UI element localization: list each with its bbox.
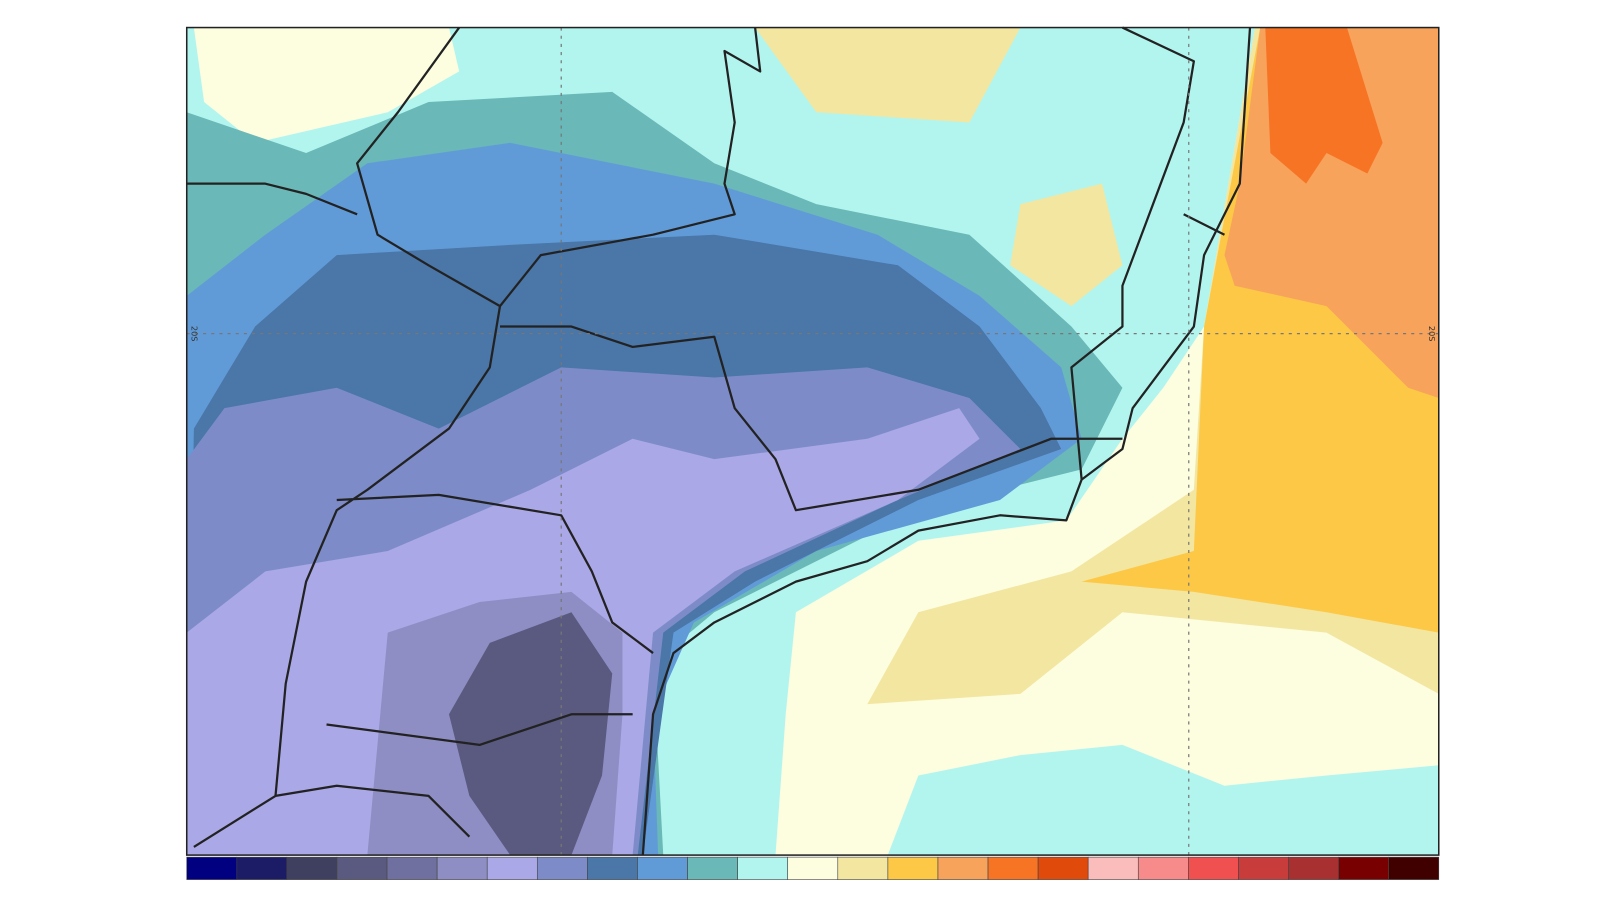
colorbar [186, 856, 1440, 880]
colorbar-swatch [1087, 856, 1139, 880]
state-borders [186, 26, 1225, 848]
colorbar-swatch [987, 856, 1039, 880]
colorbar-swatch [1288, 856, 1339, 880]
colorbar-swatch [887, 856, 939, 880]
colorbar-swatch [687, 856, 738, 880]
colorbar-swatch [1037, 856, 1089, 880]
colorbar-swatch [1238, 856, 1289, 880]
colorbar-swatch [536, 856, 588, 880]
colorbar-swatch [637, 856, 688, 880]
colorbar-swatch [787, 856, 839, 880]
land-tan [755, 27, 1123, 307]
land-dark-violet [448, 612, 613, 856]
colorbar-swatch [737, 856, 789, 880]
colorbar-swatch [336, 856, 388, 880]
grid-label: 20S [1427, 326, 1437, 342]
colorbar-swatch [486, 856, 538, 880]
coastline [641, 27, 1252, 856]
colorbar-swatch [286, 856, 338, 880]
colorbar-swatch [937, 856, 989, 880]
colorbar-swatch [1338, 856, 1389, 880]
map-frame [185, 26, 1440, 856]
ocean-orange [1265, 27, 1383, 184]
colorbar-swatch [436, 856, 488, 880]
colorbar-swatch [1388, 856, 1440, 880]
ocean-cool [887, 744, 1439, 856]
colorbar-swatch [837, 856, 889, 880]
colorbar-swatch [1188, 856, 1239, 880]
map-canvas: 20S 20S [185, 26, 1440, 880]
colorbar-swatch [186, 856, 238, 880]
land-warm [193, 27, 460, 143]
colorbar-swatch [587, 856, 638, 880]
grid-label: 20S [189, 326, 199, 342]
colorbar-swatch [1137, 856, 1189, 880]
colorbar-swatch [236, 856, 288, 880]
colorbar-swatch [386, 856, 438, 880]
